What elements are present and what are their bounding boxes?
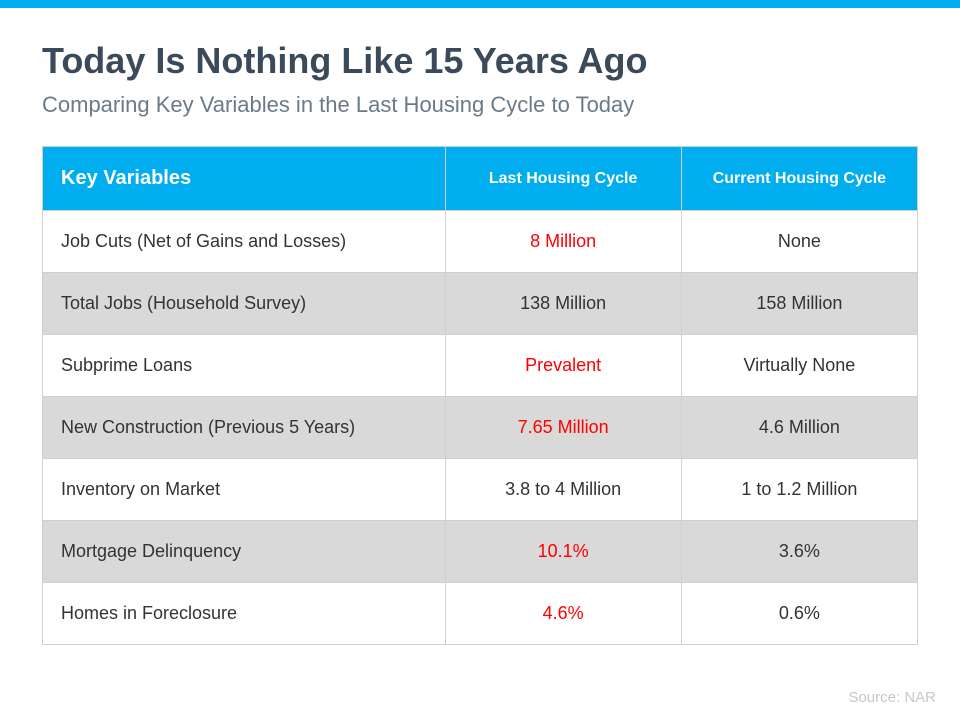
table-row: New Construction (Previous 5 Years)7.65 …: [43, 397, 918, 459]
row-label: Subprime Loans: [43, 335, 446, 397]
col-header-key-variables: Key Variables: [43, 147, 446, 211]
table-row: Mortgage Delinquency10.1%3.6%: [43, 521, 918, 583]
col-header-last-cycle: Last Housing Cycle: [445, 147, 681, 211]
row-value-last: Prevalent: [445, 335, 681, 397]
row-value-current: Virtually None: [681, 335, 917, 397]
table-row: Subprime LoansPrevalentVirtually None: [43, 335, 918, 397]
col-header-current-cycle: Current Housing Cycle: [681, 147, 917, 211]
row-value-current: 158 Million: [681, 273, 917, 335]
row-value-last: 138 Million: [445, 273, 681, 335]
source-label: Source: NAR: [848, 689, 936, 706]
table-row: Inventory on Market3.8 to 4 Million1 to …: [43, 459, 918, 521]
row-label: Total Jobs (Household Survey): [43, 273, 446, 335]
row-value-current: 1 to 1.2 Million: [681, 459, 917, 521]
page-title: Today Is Nothing Like 15 Years Ago: [42, 40, 918, 82]
row-value-current: 0.6%: [681, 583, 917, 645]
row-label: Job Cuts (Net of Gains and Losses): [43, 211, 446, 273]
page-subtitle: Comparing Key Variables in the Last Hous…: [42, 92, 918, 118]
row-value-last: 7.65 Million: [445, 397, 681, 459]
accent-top-bar: [0, 0, 960, 8]
row-value-current: 4.6 Million: [681, 397, 917, 459]
row-label: Mortgage Delinquency: [43, 521, 446, 583]
row-value-current: None: [681, 211, 917, 273]
table-row: Homes in Foreclosure4.6%0.6%: [43, 583, 918, 645]
table-row: Job Cuts (Net of Gains and Losses)8 Mill…: [43, 211, 918, 273]
table-row: Total Jobs (Household Survey)138 Million…: [43, 273, 918, 335]
row-label: Inventory on Market: [43, 459, 446, 521]
row-value-last: 3.8 to 4 Million: [445, 459, 681, 521]
table-body: Job Cuts (Net of Gains and Losses)8 Mill…: [43, 211, 918, 645]
comparison-table: Key Variables Last Housing Cycle Current…: [42, 146, 918, 645]
row-value-last: 4.6%: [445, 583, 681, 645]
row-label: New Construction (Previous 5 Years): [43, 397, 446, 459]
row-value-last: 10.1%: [445, 521, 681, 583]
row-label: Homes in Foreclosure: [43, 583, 446, 645]
content-area: Today Is Nothing Like 15 Years Ago Compa…: [0, 8, 960, 645]
row-value-current: 3.6%: [681, 521, 917, 583]
table-header-row: Key Variables Last Housing Cycle Current…: [43, 147, 918, 211]
row-value-last: 8 Million: [445, 211, 681, 273]
